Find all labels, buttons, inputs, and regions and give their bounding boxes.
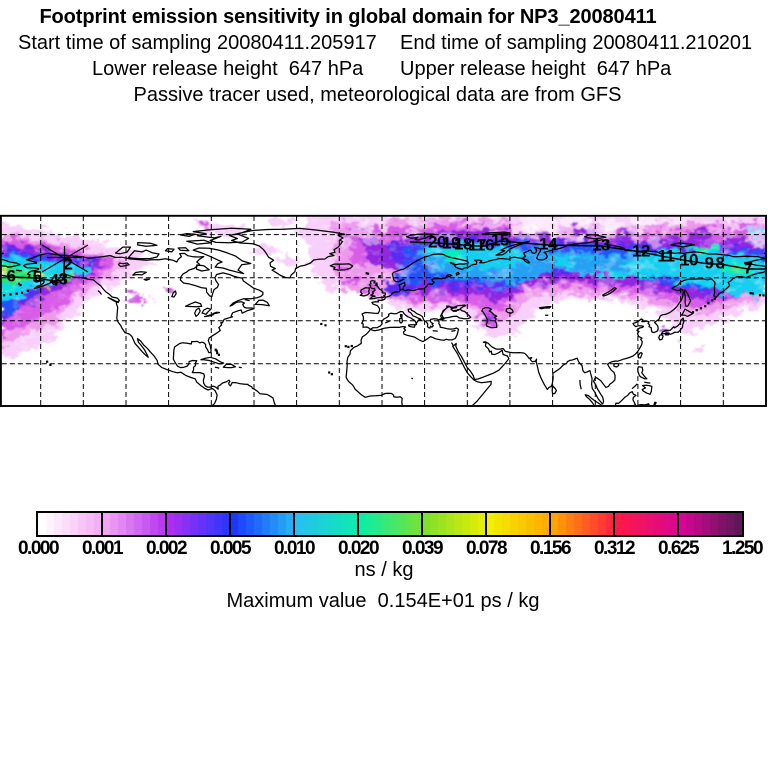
svg-text:8: 8 [716,254,725,273]
svg-text:0.312: 0.312 [594,538,635,559]
svg-text:10: 10 [680,251,698,270]
svg-text:4: 4 [50,271,60,290]
svg-text:13: 13 [592,236,610,255]
svg-text:7: 7 [744,259,753,278]
svg-text:12: 12 [632,242,650,261]
svg-text:0.010: 0.010 [274,538,315,559]
svg-text:0.002: 0.002 [146,538,187,559]
svg-text:3: 3 [59,270,68,289]
svg-text:15: 15 [491,231,509,250]
svg-text:0.039: 0.039 [402,538,443,559]
svg-text:0.005: 0.005 [210,538,252,559]
svg-text:2: 2 [64,255,73,274]
svg-text:0.625: 0.625 [658,538,700,559]
svg-text:11: 11 [658,247,675,266]
svg-text:14: 14 [539,235,558,254]
svg-text:0.078: 0.078 [466,538,507,559]
svg-text:5: 5 [33,268,42,287]
svg-text:17: 17 [468,236,486,255]
svg-text:20: 20 [428,233,446,252]
svg-text:6: 6 [7,267,16,286]
svg-text:16: 16 [476,236,494,255]
svg-text:0.156: 0.156 [530,538,571,559]
svg-text:0.001: 0.001 [82,538,124,559]
svg-text:0.020: 0.020 [338,538,379,559]
svg-text:0.000: 0.000 [18,538,59,559]
svg-text:9: 9 [705,254,714,273]
svg-text:1.250: 1.250 [722,538,763,559]
svg-text:19: 19 [442,234,460,253]
svg-text:18: 18 [454,235,472,254]
